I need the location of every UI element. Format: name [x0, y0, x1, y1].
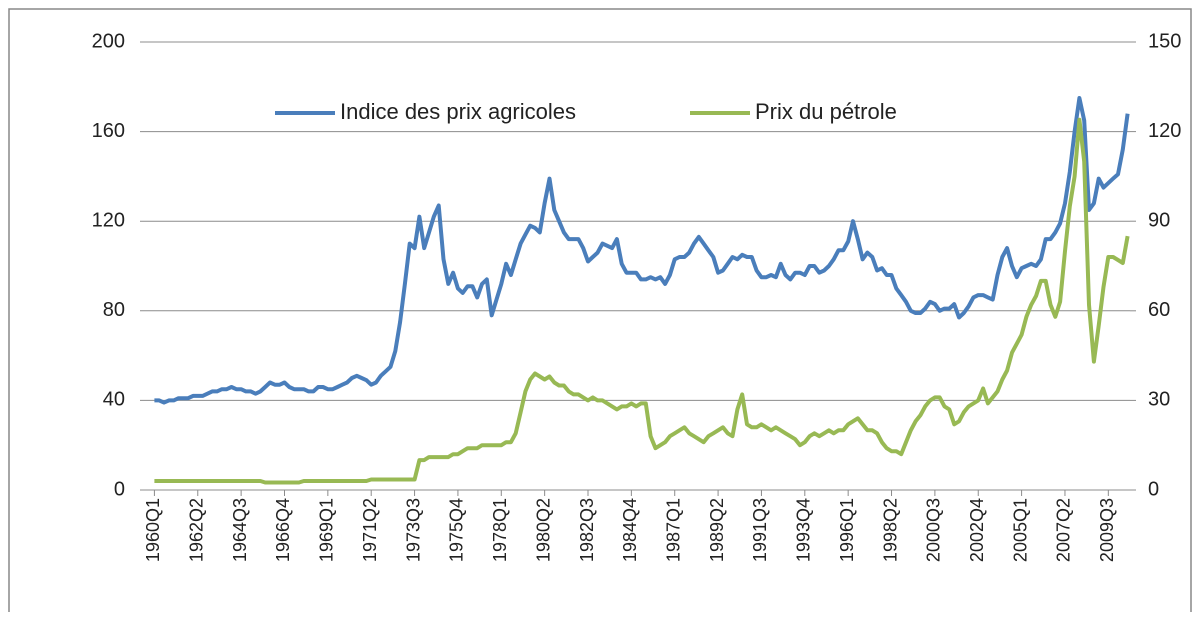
x-tick-label: 2005Q1 — [1010, 498, 1030, 562]
x-tick-label: 2009Q3 — [1097, 498, 1117, 562]
x-tick-label: 1982Q3 — [577, 498, 597, 562]
x-tick-label: 1969Q1 — [317, 498, 337, 562]
y2-tick-label: 90 — [1148, 209, 1170, 231]
x-tick-label: 1991Q3 — [750, 498, 770, 562]
legend-label: Indice des prix agricoles — [340, 99, 576, 124]
x-tick-label: 1980Q2 — [533, 498, 553, 562]
y-tick-label: 120 — [92, 209, 125, 231]
x-tick-label: 1993Q4 — [794, 498, 814, 562]
x-tick-label: 1975Q4 — [447, 498, 467, 562]
x-tick-label: 1960Q1 — [143, 498, 163, 562]
x-tick-label: 1966Q4 — [273, 498, 293, 562]
x-tick-label: 1962Q2 — [187, 498, 207, 562]
y2-tick-label: 30 — [1148, 389, 1170, 411]
chart-frame — [8, 8, 1192, 617]
y2-tick-label: 0 — [1148, 478, 1159, 500]
x-tick-label: 2007Q2 — [1054, 498, 1074, 562]
y-tick-label: 160 — [92, 120, 125, 142]
x-tick-label: 1978Q1 — [490, 498, 510, 562]
x-tick-label: 1964Q3 — [230, 498, 250, 562]
y2-tick-label: 120 — [1148, 120, 1181, 142]
x-tick-label: 1996Q1 — [837, 498, 857, 562]
x-tick-label: 2000Q3 — [924, 498, 944, 562]
y-tick-label: 0 — [114, 478, 125, 500]
series-line — [154, 96, 1130, 405]
x-tick-label: 1998Q2 — [880, 498, 900, 562]
x-tick-label: 1989Q2 — [707, 498, 727, 562]
x-tick-label: 1971Q2 — [360, 498, 380, 562]
y-tick-label: 80 — [103, 299, 125, 321]
y2-tick-label: 60 — [1148, 299, 1170, 321]
y2-tick-label: 150 — [1148, 30, 1181, 52]
legend-label: Prix du pétrole — [755, 99, 897, 124]
x-tick-label: 1973Q3 — [403, 498, 423, 562]
y-tick-label: 200 — [92, 30, 125, 52]
series-line — [154, 117, 1130, 485]
x-tick-label: 2002Q4 — [967, 498, 987, 562]
x-tick-label: 1984Q4 — [620, 498, 640, 562]
x-tick-label: 1987Q1 — [663, 498, 683, 562]
y-tick-label: 40 — [103, 389, 125, 411]
